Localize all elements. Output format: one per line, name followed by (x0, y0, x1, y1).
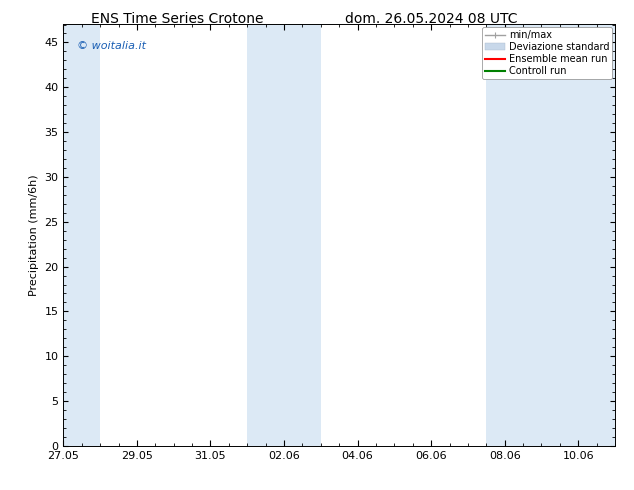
Bar (486, 24, 619, 446)
Legend: min/max, Deviazione standard, Ensemble mean run, Controll run: min/max, Deviazione standard, Ensemble m… (482, 27, 612, 79)
Text: ENS Time Series Crotone: ENS Time Series Crotone (91, 12, 264, 26)
Bar (247, 24, 321, 446)
Y-axis label: Precipitation (mm/6h): Precipitation (mm/6h) (29, 174, 39, 296)
Text: dom. 26.05.2024 08 UTC: dom. 26.05.2024 08 UTC (345, 12, 517, 26)
Bar (60, 24, 100, 446)
Text: © woitalia.it: © woitalia.it (77, 41, 146, 51)
